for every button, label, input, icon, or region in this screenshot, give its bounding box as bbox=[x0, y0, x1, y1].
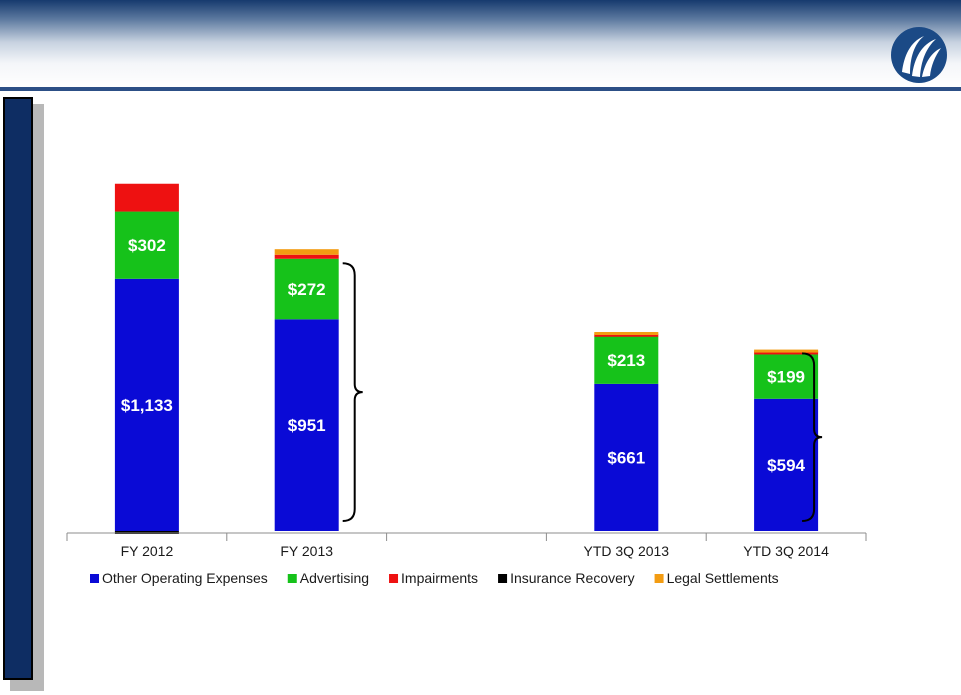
legend: Other Operating Expenses Advertising Impai… bbox=[90, 570, 779, 586]
x-tick-label-fy-2012: FY 2012 bbox=[121, 543, 174, 559]
legend-swatch-impairments bbox=[389, 574, 399, 583]
data-label-advertising-fy-2013: $272 bbox=[288, 280, 326, 299]
legend-swatch-legal-settlements bbox=[654, 574, 664, 583]
bar-advertising-fy-2012 bbox=[114, 211, 179, 279]
x-tick-label-ytd-3q-2014: YTD 3Q 2014 bbox=[743, 543, 829, 559]
legend-swatch-insurance-recovery bbox=[498, 574, 508, 583]
data-label-other-operating-expenses-fy-2012: $1,133 bbox=[121, 396, 173, 415]
bar-legal-settlements-fy-2013 bbox=[274, 249, 339, 255]
bar-legal-settlements-ytd-3q-2014 bbox=[754, 349, 819, 353]
data-label-advertising-ytd-3q-2013: $213 bbox=[607, 351, 645, 370]
side-bar bbox=[3, 97, 33, 680]
bar-other-operating-expenses-fy-2013 bbox=[274, 319, 339, 531]
bar-other-operating-expenses-ytd-3q-2014 bbox=[754, 398, 819, 531]
data-label-other-operating-expenses-fy-2013: $951 bbox=[288, 416, 326, 435]
company-logo bbox=[891, 27, 947, 83]
header-rule bbox=[0, 87, 961, 91]
brackets-layer bbox=[342, 262, 823, 522]
data-label-other-operating-expenses-ytd-3q-2013: $661 bbox=[607, 448, 645, 467]
data-label-other-operating-expenses-ytd-3q-2014: $594 bbox=[767, 456, 805, 475]
legend-label-advertising: Advertising bbox=[300, 570, 369, 586]
x-tick-label-ytd-3q-2013: YTD 3Q 2013 bbox=[583, 543, 669, 559]
bar-legal-settlements-ytd-3q-2013 bbox=[594, 331, 659, 335]
header-banner bbox=[0, 0, 961, 88]
bar-advertising-ytd-3q-2014 bbox=[754, 354, 819, 399]
bar-impairments-ytd-3q-2014 bbox=[754, 351, 819, 355]
legend-label-other-operating-expenses: Other Operating Expenses bbox=[102, 570, 268, 586]
bar-impairments-fy-2013 bbox=[274, 254, 339, 259]
data-label-advertising-ytd-3q-2014: $199 bbox=[767, 368, 805, 387]
legend-label-insurance-recovery: Insurance Recovery bbox=[510, 570, 635, 586]
legend-swatch-other-operating-expenses bbox=[90, 574, 99, 583]
bar-impairments-ytd-3q-2013 bbox=[594, 333, 659, 337]
legend-swatch-advertising bbox=[287, 574, 297, 583]
bar-other-operating-expenses-ytd-3q-2013 bbox=[594, 383, 659, 531]
data-label-advertising-fy-2012: $302 bbox=[128, 236, 166, 255]
bars-layer: $1,133 $302 $951 $272 $661 $213 $594 $199 bbox=[114, 183, 819, 534]
bracket-ytd-3q-2014 bbox=[802, 352, 823, 522]
legend-label-impairments: Impairments bbox=[401, 570, 478, 586]
bar-other-operating-expenses-fy-2012 bbox=[114, 278, 179, 531]
x-tick-label-fy-2013: FY 2013 bbox=[280, 543, 333, 559]
legend-label-legal-settlements: Legal Settlements bbox=[667, 570, 779, 586]
bracket-fy-2013 bbox=[342, 262, 363, 522]
x-axis: FY 2012 FY 2013 YTD 3Q 2013 YTD 3Q 2014 bbox=[66, 532, 867, 559]
bar-advertising-ytd-3q-2013 bbox=[594, 336, 659, 384]
bar-impairments-fy-2012 bbox=[114, 183, 179, 212]
bar-advertising-fy-2013 bbox=[274, 258, 339, 320]
